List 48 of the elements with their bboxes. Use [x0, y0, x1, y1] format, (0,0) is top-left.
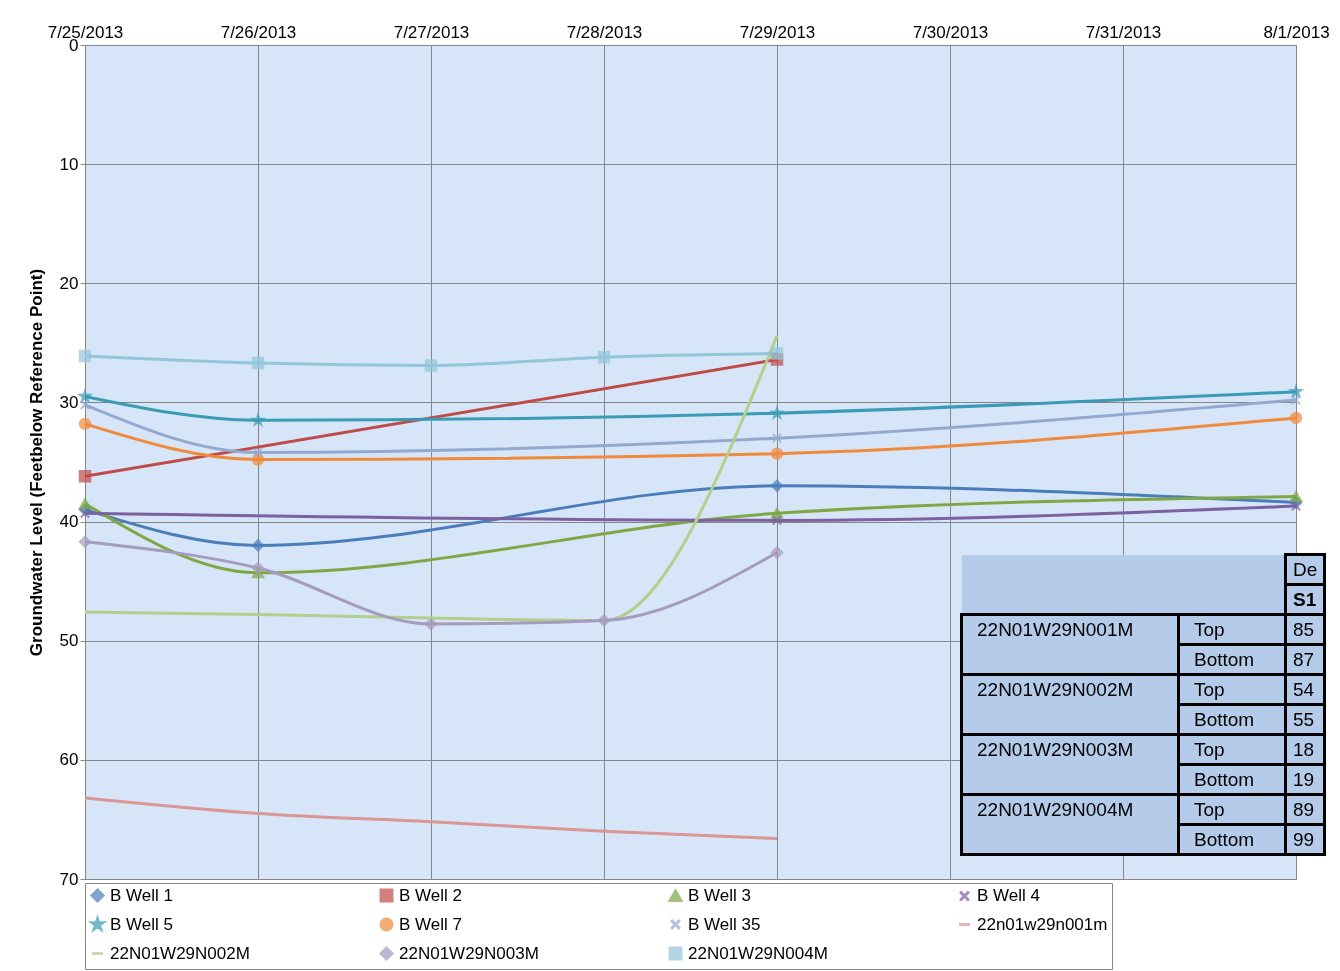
- x-tick-label: 7/31/2013: [1085, 22, 1162, 42]
- legend-label: 22N01W29N003M: [399, 943, 539, 963]
- annotation: Top: [1178, 794, 1286, 825]
- annotation: Bottom: [1178, 644, 1286, 675]
- annotation: 55: [1285, 704, 1325, 735]
- y-tick-label: 70: [59, 869, 79, 889]
- annotation: 22N01W29N004M: [961, 794, 1179, 855]
- x-tick-label: 7/29/2013: [739, 22, 816, 42]
- annotation: Top: [1178, 674, 1286, 705]
- legend-label: B Well 1: [110, 885, 173, 905]
- annotation: 54: [1285, 674, 1325, 705]
- annotation: Top: [1178, 734, 1286, 765]
- legend-label: 22N01W29N002M: [110, 943, 250, 963]
- y-tick-label: 50: [59, 631, 79, 651]
- x-tick-label: 7/27/2013: [393, 22, 470, 42]
- legend-label: B Well 3: [688, 885, 751, 905]
- annotation: Bottom: [1178, 824, 1286, 855]
- x-tick-label: 7/28/2013: [566, 22, 643, 42]
- annotation: Bottom: [1178, 764, 1286, 795]
- x-tick-label: 8/1/2013: [1263, 22, 1330, 42]
- x-tick-label: 7/30/2013: [912, 22, 989, 42]
- annotation: 18: [1285, 734, 1325, 765]
- annotation: 87: [1285, 644, 1325, 675]
- legend-label: B Well 5: [110, 914, 173, 934]
- annotation: Bottom: [1178, 704, 1286, 735]
- annotation: 22N01W29N002M: [961, 674, 1179, 735]
- y-tick-label: 20: [59, 273, 79, 293]
- y-tick-label: 60: [59, 750, 79, 770]
- legend-label: B Well 4: [977, 886, 1040, 906]
- annotation: De: [1285, 554, 1325, 585]
- annotation: 99: [1285, 824, 1325, 855]
- x-tick-label: 7/26/2013: [220, 22, 297, 42]
- legend-label: B Well 2: [399, 885, 462, 905]
- annotation: Top: [1178, 614, 1286, 645]
- legend-label: 22n01w29n001m: [977, 914, 1108, 934]
- annotation: S1: [1293, 589, 1317, 610]
- annotation: 19: [1285, 764, 1325, 795]
- legend-label: B Well 7: [399, 914, 462, 934]
- y-axis-title: Groundwater Level (Feetbelow Reference Point): [26, 268, 46, 657]
- annotation: 89: [1285, 794, 1325, 825]
- legend-label: B Well 35: [688, 914, 761, 934]
- annotation: 85: [1285, 614, 1325, 645]
- annotation: 22N01W29N003M: [961, 734, 1179, 795]
- y-tick-label: 30: [59, 392, 79, 412]
- y-tick-label: 10: [59, 154, 79, 174]
- annotation: 22N01W29N001M: [961, 614, 1179, 675]
- legend-label: 22N01W29N004M: [688, 943, 828, 963]
- y-tick-label: 40: [59, 512, 79, 532]
